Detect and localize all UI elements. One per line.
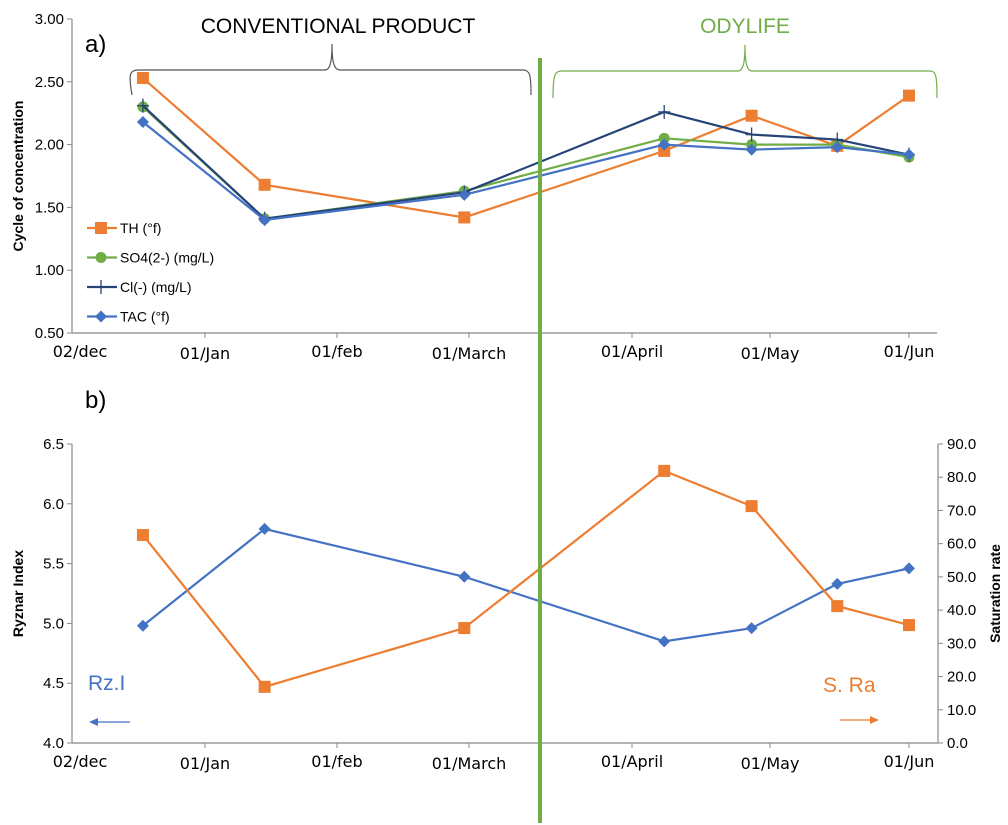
x-tick-label: 01/May	[741, 754, 800, 773]
y2-tick-label: 90.0	[947, 436, 976, 453]
data-point-th	[458, 211, 471, 224]
y-tick-label: 2.00	[35, 137, 64, 154]
x-tick-label: 01/Jun	[884, 342, 935, 361]
data-point-tac	[831, 577, 844, 590]
data-point-tac	[745, 143, 758, 156]
y-tick-label: 3.00	[35, 11, 64, 28]
x-tick-label: 01/feb	[311, 752, 362, 771]
data-point-tac	[658, 138, 671, 151]
y-tick-label: 1.00	[35, 262, 64, 279]
left-arrow-icon	[89, 718, 130, 726]
x-tick-label: 01/May	[741, 344, 800, 363]
panel-b-label: b)	[85, 387, 106, 414]
x-tick-label: 01/Jun	[884, 752, 935, 771]
data-point-tac	[903, 148, 915, 161]
y-tick-label: 1.50	[35, 199, 64, 216]
sra-annotation: S. Ra	[823, 674, 876, 697]
data-point-so4	[658, 132, 670, 144]
data-point-tac	[258, 522, 271, 535]
right-arrow-icon	[840, 716, 879, 724]
series-line-so4	[142, 106, 910, 220]
legend-label: SO4(2-) (mg/L)	[120, 250, 214, 266]
y2-tick-label: 30.0	[947, 635, 976, 652]
y-axis-title: Cycle of concentration	[10, 101, 26, 252]
y2-tick-label: 70.0	[947, 502, 976, 519]
data-point-th	[903, 619, 915, 632]
y-tick-label: 2.50	[35, 74, 64, 91]
data-point-cl	[745, 127, 758, 142]
x-tick-label: 02/dec	[53, 342, 108, 361]
conventional-product-label: CONVENTIONAL PRODUCT	[201, 15, 476, 38]
data-point-tac	[831, 141, 844, 154]
y-tick-label: 6.0	[43, 496, 64, 513]
data-point-th	[831, 600, 844, 613]
x-tick-label: 01/March	[432, 344, 507, 363]
data-point-tac	[136, 619, 149, 632]
legend-marker	[95, 310, 107, 323]
y-tick-label: 4.5	[43, 675, 64, 692]
x-tick-label: 01/April	[601, 342, 663, 361]
legend-label: TH (°f)	[120, 220, 161, 236]
y-axis-title: Ryznar Index	[10, 550, 26, 637]
data-point-tac	[458, 188, 471, 201]
panel-a-label: a)	[85, 31, 106, 58]
y2-tick-label: 50.0	[947, 569, 976, 586]
data-point-th	[458, 622, 471, 635]
data-point-tac	[258, 213, 271, 226]
data-point-th	[136, 72, 149, 85]
x-tick-label: 02/dec	[53, 752, 108, 771]
data-point-cl	[136, 98, 149, 113]
data-point-th	[658, 144, 671, 157]
series-line-tac	[142, 527, 910, 643]
series-line-th	[142, 469, 910, 689]
data-point-th	[258, 178, 271, 191]
data-point-tac	[903, 562, 915, 575]
x-tick-label: 01/Jan	[180, 754, 230, 773]
data-point-th	[258, 680, 271, 693]
data-point-tac	[658, 635, 671, 648]
data-point-tac	[745, 622, 758, 635]
x-tick-label: 01/April	[601, 752, 663, 771]
data-point-th	[745, 500, 758, 513]
data-point-th	[658, 464, 671, 477]
y-tick-label: 5.5	[43, 556, 64, 573]
y-tick-label: 4.0	[43, 735, 64, 752]
x-tick-label: 01/March	[432, 754, 507, 773]
data-point-th	[903, 89, 915, 102]
y2-tick-label: 10.0	[947, 702, 976, 719]
legend-marker	[95, 222, 107, 234]
odylife-brace	[552, 44, 938, 99]
y2-tick-label: 20.0	[947, 669, 976, 686]
y2-tick-label: 60.0	[947, 536, 976, 553]
legend-label: TAC (°f)	[120, 309, 170, 325]
data-point-th	[136, 529, 149, 542]
y2-tick-label: 0.0	[947, 735, 968, 752]
y2-axis-title: Saturation rate	[987, 544, 1003, 643]
conventional-brace	[129, 43, 532, 96]
legend-marker	[95, 252, 107, 263]
y-tick-label: 5.0	[43, 615, 64, 632]
data-point-cl	[658, 104, 671, 119]
y2-tick-label: 40.0	[947, 602, 976, 619]
data-point-th	[745, 109, 758, 122]
y2-tick-label: 80.0	[947, 469, 976, 486]
legend-label: Cl(-) (mg/L)	[120, 279, 192, 295]
data-point-tac	[458, 570, 471, 583]
x-tick-label: 01/Jan	[180, 344, 230, 363]
x-tick-label: 01/feb	[311, 342, 362, 361]
legend-marker	[95, 280, 107, 294]
rzi-annotation: Rz.I	[88, 672, 125, 695]
odylife-label: ODYLIFE	[700, 15, 790, 38]
series-line-cl	[142, 104, 910, 220]
y-tick-label: 0.50	[35, 325, 64, 342]
y-tick-label: 6.5	[43, 436, 64, 453]
data-point-tac	[136, 115, 149, 128]
